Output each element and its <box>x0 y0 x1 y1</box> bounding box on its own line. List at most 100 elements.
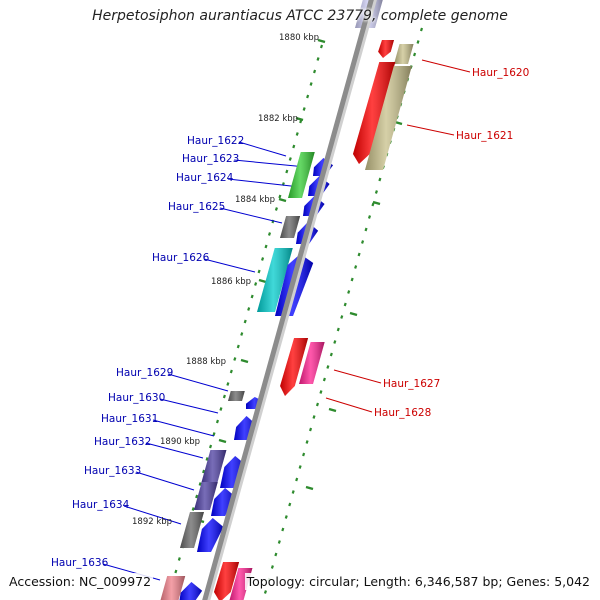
gene-label-g1628: Haur_1628 <box>374 407 431 419</box>
tick-mark <box>308 427 313 432</box>
gene-label-g1625: Haur_1625 <box>168 201 225 213</box>
gene-label-g1622: Haur_1622 <box>187 135 244 147</box>
major-tick <box>305 485 314 491</box>
tick-mark <box>298 465 302 469</box>
gene-feature-haur1627 <box>280 338 309 396</box>
gene-feature-khaki <box>394 44 414 64</box>
tick-mark <box>378 177 382 182</box>
tick-mark <box>340 315 344 319</box>
tick-mark <box>295 132 299 136</box>
genome-backbone <box>202 0 374 600</box>
tick-mark <box>215 419 220 424</box>
gene-label-g1633: Haur_1633 <box>84 465 141 477</box>
gene-label-g1636: Haur_1636 <box>51 557 109 569</box>
tick-mark <box>270 565 274 569</box>
gene-feature-haur1633 <box>194 482 218 510</box>
leader-line <box>333 369 382 384</box>
label-leader-lines <box>102 59 471 581</box>
tick-mark <box>226 382 230 386</box>
major-tick <box>278 197 287 203</box>
tick-mark <box>254 282 258 286</box>
tick-mark <box>243 319 247 324</box>
leader-line <box>238 141 287 157</box>
gene-feature-haur1634 <box>180 512 204 548</box>
tick-mark <box>302 107 306 111</box>
tick-mark <box>357 252 361 257</box>
tick-mark <box>233 357 237 361</box>
tick-mark <box>285 169 289 174</box>
tick-mark <box>302 452 306 457</box>
tick-mark <box>267 232 272 236</box>
gene-feature-haur1632b <box>220 456 246 488</box>
leader-line <box>167 373 229 392</box>
tick-mark <box>277 540 281 544</box>
tick-mark <box>292 144 296 149</box>
tick-mark <box>208 444 213 449</box>
tick-mark <box>281 527 285 532</box>
tick-mark <box>250 294 254 299</box>
tick-mark <box>306 94 310 99</box>
tick-mark <box>361 240 365 244</box>
tick-mark <box>347 290 351 294</box>
leader-line <box>123 505 182 525</box>
gene-feature-red <box>213 562 240 600</box>
topology-text: Topology: circular; Length: 6,346,587 bp… <box>244 573 592 590</box>
leader-line <box>145 442 204 459</box>
gene-feature-haur1622 <box>288 152 315 198</box>
tick-mark <box>205 457 209 461</box>
tick-mark <box>333 340 337 344</box>
tick-mark <box>309 82 313 86</box>
major-tick <box>317 38 326 44</box>
kbp-label: 1884 kbp <box>235 195 275 205</box>
tick-mark <box>313 69 317 74</box>
tick-mark <box>174 569 178 574</box>
tick-mark <box>305 440 309 444</box>
gene-label-g1630: Haur_1630 <box>108 392 165 404</box>
gene-feature-haur1636b <box>179 582 203 600</box>
tick-mark <box>288 502 292 507</box>
tick-mark <box>278 194 282 199</box>
tick-mark <box>291 490 295 494</box>
major-tick <box>258 278 267 284</box>
kbp-label: 1892 kbp <box>132 517 172 527</box>
leader-line <box>203 258 256 273</box>
tick-mark <box>261 257 265 261</box>
tick-mark <box>364 227 368 232</box>
tick-mark <box>354 265 358 269</box>
major-tick <box>349 311 358 317</box>
gene-labels: 1880 kbp 1882 kbp 1884 kbp 1886 kbp 1888 kbp… <box>51 33 529 569</box>
tick-mark <box>315 402 320 407</box>
leader-line <box>421 59 471 73</box>
gene-label-g1621: Haur_1621 <box>456 130 513 142</box>
tick-mark <box>367 215 372 219</box>
major-tick <box>240 358 249 364</box>
tick-mark <box>312 415 316 419</box>
gene-feature-haur1626 <box>257 248 293 312</box>
accession-text: Accession: NC_009972 <box>7 573 154 590</box>
tick-mark <box>202 469 206 474</box>
gene-feature-haur1620 <box>352 62 396 164</box>
major-tick <box>372 200 381 206</box>
gene-label-g1631: Haur_1631 <box>101 413 158 425</box>
tick-mark <box>177 557 181 561</box>
tick-mark <box>222 394 226 399</box>
major-tick <box>295 116 304 122</box>
gene-label-g1629: Haur_1629 <box>116 367 173 379</box>
gene-label-g1632: Haur_1632 <box>94 436 151 448</box>
tick-mark <box>336 327 340 332</box>
tick-mark <box>374 190 378 194</box>
tick-mark <box>247 307 251 311</box>
leader-line <box>406 124 455 136</box>
tick-mark <box>416 40 420 44</box>
leader-line <box>325 397 373 413</box>
major-tick <box>218 438 227 444</box>
gene-feature-haur1632 <box>201 450 227 484</box>
kbp-label: 1880 kbp <box>279 33 319 43</box>
tick-mark <box>350 277 354 282</box>
gene-feature-red <box>378 40 394 58</box>
tick-mark <box>257 269 261 274</box>
gene-label-g1624: Haur_1624 <box>176 172 234 184</box>
tick-mark <box>263 590 268 594</box>
leader-line <box>219 207 283 224</box>
